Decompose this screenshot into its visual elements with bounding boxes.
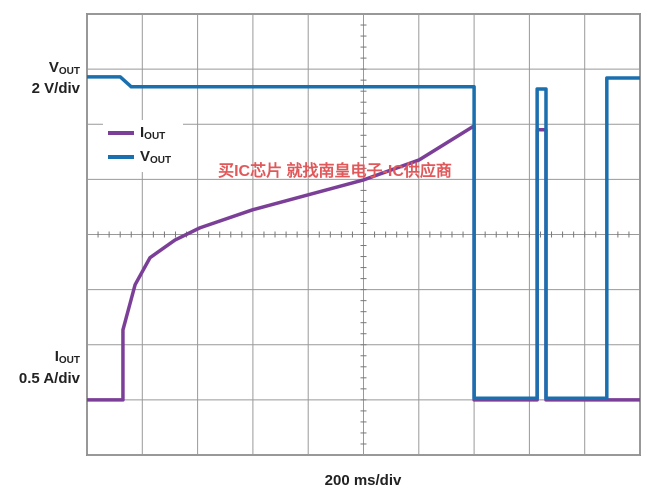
- legend-label: VOUT: [140, 148, 171, 166]
- legend-label: IOUT: [140, 124, 165, 142]
- label-main: I: [140, 124, 144, 141]
- y-label-top: VOUT: [49, 59, 80, 77]
- grid: [86, 13, 641, 456]
- label-sub: OUT: [150, 155, 171, 166]
- x-label: 200 ms/div: [325, 472, 402, 489]
- label-sub: OUT: [59, 355, 80, 366]
- label-sub: OUT: [59, 66, 80, 77]
- y-scale-top: 2 V/div: [32, 80, 81, 97]
- label-main: I: [55, 348, 59, 365]
- trace: [87, 75, 640, 400]
- label-main: V: [140, 148, 150, 165]
- label-sub: OUT: [144, 131, 165, 142]
- legend-box: [103, 120, 183, 172]
- watermark: 买IC芯片 就找南皇电子-IC供应商: [218, 161, 452, 180]
- y-scale-bottom: 0.5 A/div: [19, 370, 81, 387]
- y-label-bottom: IOUT: [55, 348, 80, 366]
- traces: [87, 75, 640, 402]
- label-main: V: [49, 59, 59, 76]
